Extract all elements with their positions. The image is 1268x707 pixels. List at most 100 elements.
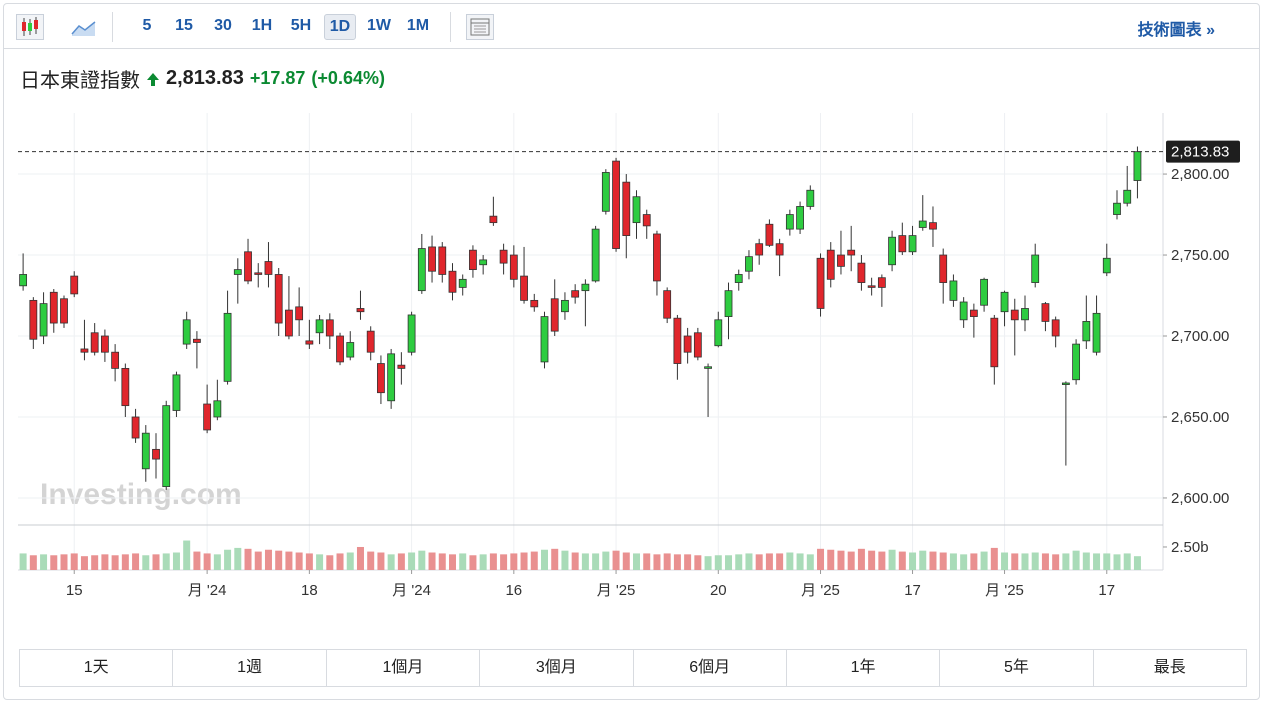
candle-body bbox=[489, 215, 498, 224]
volume-bar bbox=[735, 554, 743, 570]
candle-body bbox=[632, 196, 641, 224]
candle-body bbox=[959, 301, 968, 321]
volume-bar bbox=[857, 548, 865, 570]
volume-bar bbox=[50, 555, 58, 570]
technical-chart-link[interactable]: 技術圖表 » bbox=[1137, 22, 1215, 39]
candle-body bbox=[193, 338, 201, 343]
volume-bar bbox=[142, 555, 150, 570]
widget: 5 15 30 1H 5H 1D 1W 1M 技術圖表 » 日本東證指數 2,813.83 +… bbox=[3, 3, 1260, 700]
volume-bar bbox=[1103, 553, 1111, 570]
y-tick-label: 2,650.00 bbox=[1171, 409, 1229, 426]
up-arrow bbox=[147, 72, 159, 86]
candle-body bbox=[213, 400, 222, 418]
x-tick-label: 15 bbox=[66, 582, 83, 599]
candle-body bbox=[980, 278, 988, 306]
candle-body bbox=[356, 308, 365, 313]
candle-body bbox=[397, 364, 406, 369]
candle-body bbox=[1102, 257, 1111, 274]
interval-button[interactable]: 1D bbox=[324, 14, 356, 40]
interval-button[interactable]: 1H bbox=[251, 17, 273, 34]
instrument-name: 日本東證指數 bbox=[20, 70, 140, 92]
candle-icon[interactable] bbox=[16, 14, 44, 40]
candle-body bbox=[918, 220, 927, 228]
indicator-icon[interactable] bbox=[466, 14, 494, 40]
volume-bar bbox=[295, 552, 303, 570]
range-button[interactable]: 3個月 bbox=[480, 650, 634, 686]
range-button[interactable]: 最長 bbox=[1153, 659, 1186, 676]
volume-bar bbox=[663, 553, 671, 570]
range-button[interactable]: 1年 bbox=[787, 650, 941, 686]
volume-bar bbox=[581, 553, 589, 570]
volume-bar bbox=[714, 555, 722, 570]
volume-bar bbox=[633, 553, 641, 570]
candle-body bbox=[315, 319, 324, 334]
candle-body bbox=[1082, 321, 1091, 342]
candle-body bbox=[325, 319, 334, 337]
volume-bar bbox=[990, 547, 998, 570]
volume-bar bbox=[40, 554, 48, 570]
volume-bar bbox=[121, 554, 129, 570]
candle-body bbox=[121, 367, 130, 407]
candle-body bbox=[775, 243, 784, 256]
candle-body bbox=[285, 309, 293, 337]
interval-button[interactable]: 15 bbox=[175, 17, 193, 34]
range-button[interactable]: 5年 bbox=[940, 650, 1094, 686]
candle-body bbox=[1010, 309, 1019, 321]
candle-body bbox=[19, 274, 28, 287]
volume-bar bbox=[684, 554, 692, 570]
volume-bar bbox=[561, 550, 569, 570]
candle-body bbox=[683, 335, 692, 353]
candle-body bbox=[295, 306, 304, 321]
candle-body bbox=[274, 274, 283, 324]
x-tick-label: 18 bbox=[301, 582, 318, 599]
candle-body bbox=[1031, 254, 1040, 283]
interval-button[interactable]: 1M bbox=[406, 17, 430, 34]
candle-body bbox=[49, 291, 58, 324]
candle-body bbox=[642, 214, 651, 227]
range-button[interactable]: 1個月 bbox=[327, 650, 481, 686]
x-tick-label: 16 bbox=[505, 582, 522, 599]
volume-bar bbox=[408, 552, 416, 570]
volume-bar bbox=[183, 540, 191, 570]
candle-body bbox=[724, 290, 733, 317]
volume-bar bbox=[960, 554, 968, 570]
volume-bar bbox=[1093, 553, 1101, 570]
candle-body bbox=[826, 249, 835, 280]
x-tick-label: 月 '24 bbox=[188, 582, 227, 599]
volume-bar bbox=[80, 556, 88, 570]
interval-button[interactable]: 5 bbox=[142, 17, 152, 34]
candle-body bbox=[152, 448, 160, 460]
volume-bar bbox=[1072, 550, 1080, 570]
volume-bar bbox=[868, 550, 876, 570]
interval-button[interactable]: 5H bbox=[290, 17, 312, 34]
last-price-box bbox=[1166, 140, 1240, 163]
range-button[interactable]: 1天 bbox=[20, 650, 174, 686]
candle-body bbox=[39, 303, 48, 337]
volume-bar bbox=[847, 551, 855, 570]
candle-body bbox=[714, 319, 723, 347]
candle-body bbox=[458, 278, 467, 288]
volume-bar bbox=[316, 554, 324, 570]
volume-bar bbox=[694, 555, 702, 570]
volume-bar bbox=[397, 553, 405, 570]
candle-body bbox=[1133, 151, 1142, 181]
volume-bar bbox=[1031, 552, 1039, 570]
range-button[interactable]: 1週 bbox=[173, 650, 327, 686]
interval-button[interactable]: 30 bbox=[214, 17, 232, 34]
volume-bar bbox=[469, 555, 477, 570]
candle-body bbox=[704, 366, 712, 369]
candle-body bbox=[60, 298, 68, 324]
candle-body bbox=[898, 235, 907, 253]
last-price: 2,813.83 bbox=[166, 67, 244, 89]
volume-bar bbox=[428, 552, 436, 570]
range-selector: 1天 1週 1個月 3個月 6個月 1年 5年 最長 bbox=[19, 649, 1247, 687]
interval-button[interactable]: 1W bbox=[367, 17, 391, 34]
volume-bar bbox=[193, 551, 201, 570]
volume-bar bbox=[592, 553, 600, 570]
volume-bar bbox=[1041, 553, 1049, 570]
candle-body bbox=[571, 290, 580, 298]
candle-body bbox=[162, 405, 171, 488]
range-button[interactable]: 6個月 bbox=[634, 650, 787, 686]
area-icon[interactable] bbox=[70, 16, 98, 38]
